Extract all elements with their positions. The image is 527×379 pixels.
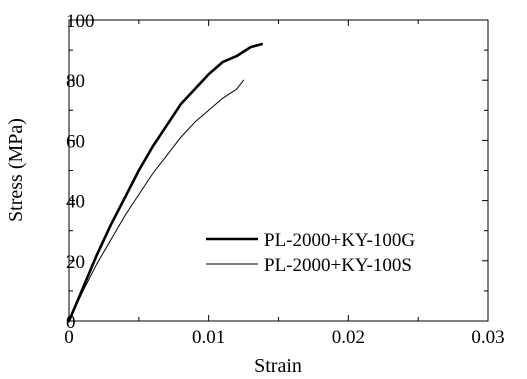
y-axis-label: Stress (MPa) — [5, 118, 27, 222]
y-tick-label: 100 — [66, 11, 95, 32]
y-tick-label: 40 — [66, 192, 85, 213]
x-tick-label: 0.02 — [332, 327, 365, 348]
ticks-layer — [68, 19, 489, 322]
series-line-2 — [68, 79, 245, 322]
x-tick-label: 0 — [64, 327, 74, 348]
y-tick-label: 60 — [66, 131, 85, 152]
tick-labels: 0 0.01 0.02 0.03 0 20 40 60 80 100 — [64, 11, 504, 348]
y-tick-label: 80 — [66, 71, 85, 92]
x-tick-label: 0.03 — [471, 327, 504, 348]
x-axis-label: Strain — [254, 355, 302, 377]
legend-label-series-2: PL-2000+KY-100S — [264, 255, 412, 276]
legend-label-series-1: PL-2000+KY-100G — [264, 230, 415, 251]
y-tick-label: 20 — [66, 252, 85, 273]
series-line-1 — [67, 42, 264, 323]
series-layer — [67, 42, 264, 323]
legend: PL-2000+KY-100G PL-2000+KY-100S — [206, 230, 415, 276]
y-tick-label: 0 — [66, 312, 76, 333]
x-tick-label: 0.01 — [192, 327, 225, 348]
